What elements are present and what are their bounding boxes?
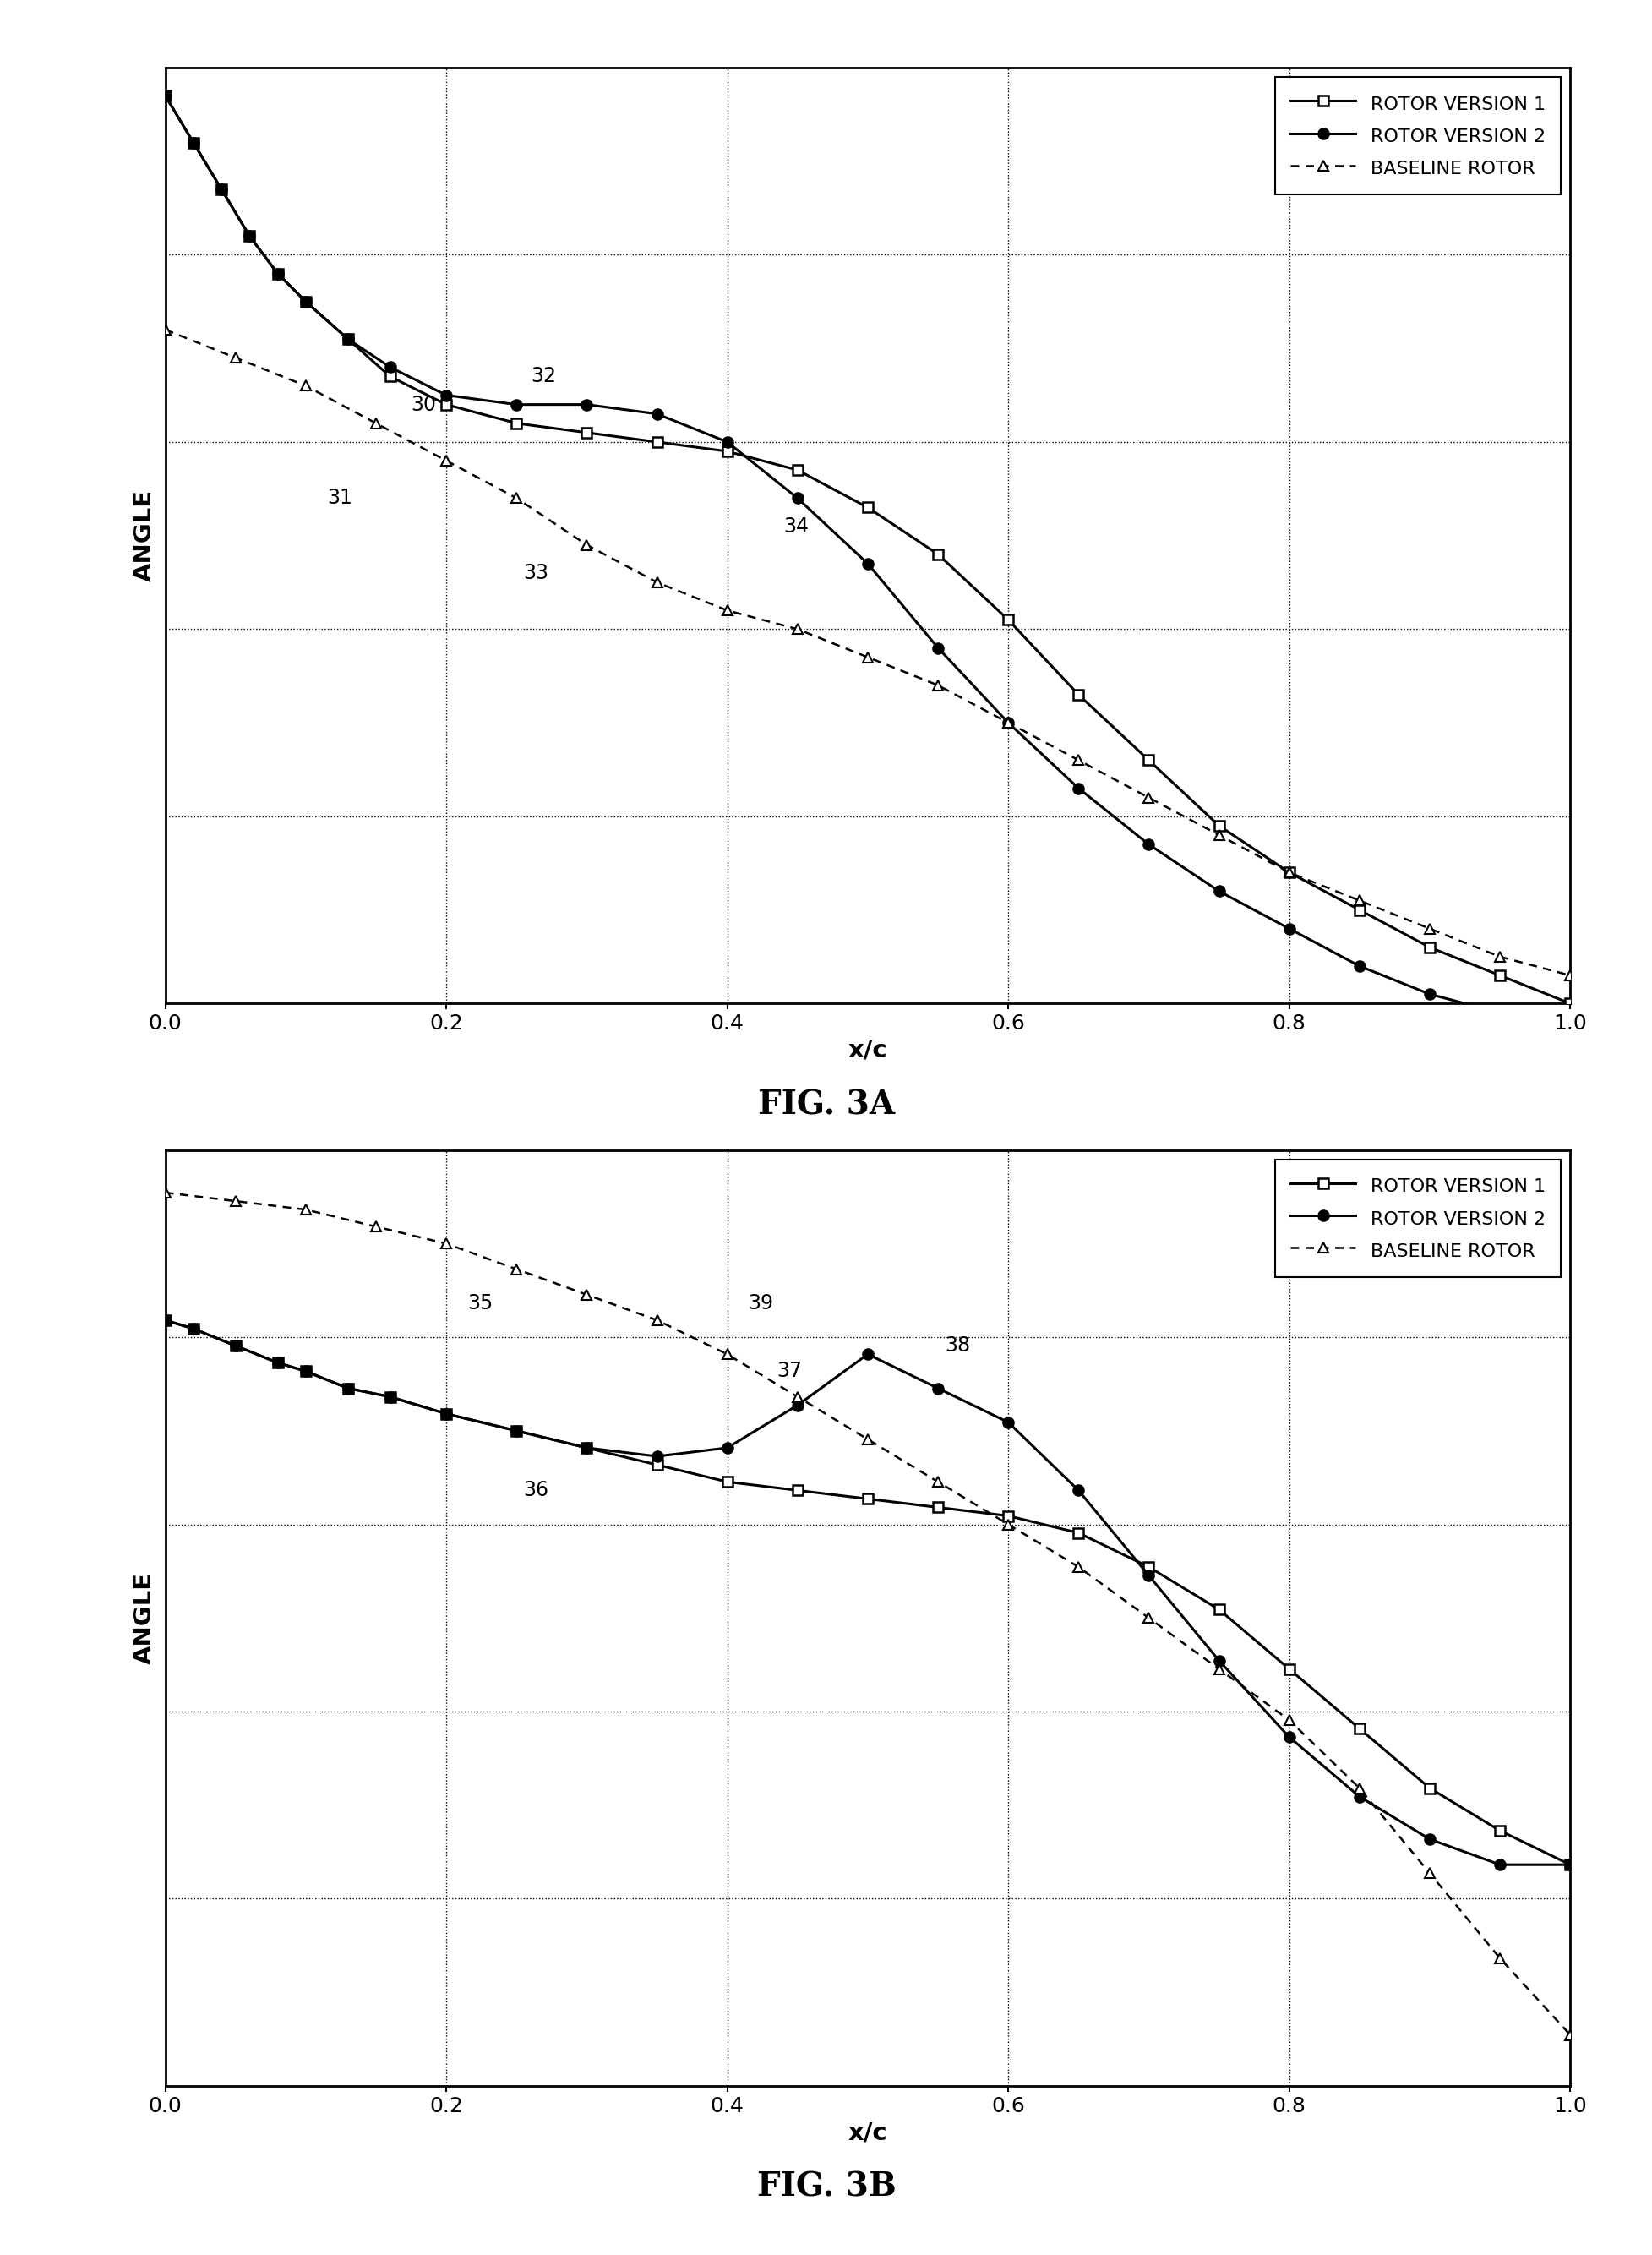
X-axis label: x/c: x/c xyxy=(847,2122,887,2145)
Text: FIG. 3B: FIG. 3B xyxy=(757,2172,895,2203)
Text: 36: 36 xyxy=(524,1479,548,1500)
X-axis label: x/c: x/c xyxy=(847,1040,887,1062)
Legend: ROTOR VERSION 1, ROTOR VERSION 2, BASELINE ROTOR: ROTOR VERSION 1, ROTOR VERSION 2, BASELI… xyxy=(1274,1159,1559,1276)
Legend: ROTOR VERSION 1, ROTOR VERSION 2, BASELINE ROTOR: ROTOR VERSION 1, ROTOR VERSION 2, BASELI… xyxy=(1274,77,1559,194)
Text: 33: 33 xyxy=(524,564,548,584)
Text: 35: 35 xyxy=(468,1292,492,1312)
Text: 38: 38 xyxy=(945,1335,970,1355)
Y-axis label: ANGLE: ANGLE xyxy=(132,489,155,582)
Text: 32: 32 xyxy=(530,365,555,386)
Text: 39: 39 xyxy=(748,1292,773,1312)
Text: 34: 34 xyxy=(783,516,808,537)
Text: FIG. 3A: FIG. 3A xyxy=(758,1089,894,1121)
Y-axis label: ANGLE: ANGLE xyxy=(132,1572,155,1664)
Text: 37: 37 xyxy=(776,1362,801,1382)
Text: 30: 30 xyxy=(411,395,436,415)
Text: 31: 31 xyxy=(327,487,352,507)
